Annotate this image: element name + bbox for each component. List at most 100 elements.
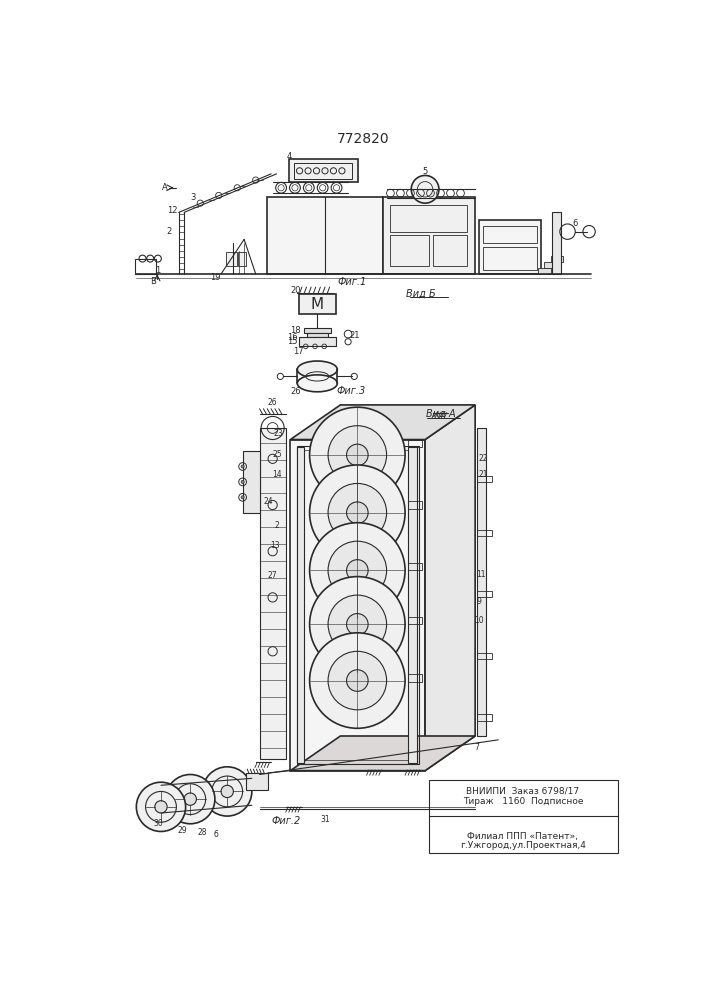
Ellipse shape xyxy=(297,361,337,378)
Text: 25: 25 xyxy=(272,450,282,459)
Text: 9: 9 xyxy=(477,597,481,606)
Bar xyxy=(382,197,475,274)
Bar xyxy=(243,451,259,513)
Text: Вид Б: Вид Б xyxy=(407,288,436,298)
Circle shape xyxy=(328,426,387,484)
Text: 29: 29 xyxy=(177,826,187,835)
Circle shape xyxy=(310,577,405,672)
Bar xyxy=(483,247,537,270)
Circle shape xyxy=(346,614,368,635)
Circle shape xyxy=(411,175,439,203)
Text: 31: 31 xyxy=(320,815,329,824)
Bar xyxy=(291,440,425,771)
Bar xyxy=(408,617,422,624)
Bar xyxy=(390,235,429,266)
Circle shape xyxy=(184,793,197,805)
Bar xyxy=(288,158,358,182)
Text: 23: 23 xyxy=(273,429,283,438)
Circle shape xyxy=(241,496,244,499)
Ellipse shape xyxy=(297,375,337,392)
Bar xyxy=(296,446,419,764)
Bar xyxy=(477,428,486,736)
Circle shape xyxy=(346,502,368,523)
Text: 26: 26 xyxy=(268,398,277,407)
Bar xyxy=(477,591,492,597)
Text: 2: 2 xyxy=(167,227,172,236)
Text: 13: 13 xyxy=(270,541,280,550)
Bar xyxy=(552,212,561,274)
Text: 16: 16 xyxy=(287,333,298,342)
Bar xyxy=(477,476,492,482)
Bar xyxy=(301,450,414,760)
Text: 772820: 772820 xyxy=(337,132,389,146)
Bar xyxy=(479,220,541,274)
Bar xyxy=(238,252,246,266)
Polygon shape xyxy=(425,405,475,771)
Text: 12: 12 xyxy=(168,206,177,215)
Circle shape xyxy=(155,801,167,813)
Text: 19: 19 xyxy=(211,273,221,282)
Text: 21: 21 xyxy=(350,331,361,340)
Circle shape xyxy=(310,465,405,560)
Text: Филиал ППП «Патент»,: Филиал ППП «Патент», xyxy=(467,832,578,841)
Text: Б: Б xyxy=(151,277,156,286)
Bar xyxy=(433,235,467,266)
Text: 3: 3 xyxy=(190,192,195,202)
Text: Фиг.3: Фиг.3 xyxy=(337,386,366,396)
Text: 11: 11 xyxy=(477,570,486,579)
Bar xyxy=(408,674,422,682)
Text: 24: 24 xyxy=(264,497,274,506)
Circle shape xyxy=(328,651,387,710)
Polygon shape xyxy=(291,736,475,771)
Text: М: М xyxy=(311,297,324,312)
Circle shape xyxy=(310,523,405,618)
Circle shape xyxy=(203,767,252,816)
Text: 4: 4 xyxy=(286,152,291,161)
Polygon shape xyxy=(291,405,475,440)
Bar xyxy=(408,440,422,447)
Bar xyxy=(226,252,238,266)
Bar xyxy=(429,780,618,853)
Circle shape xyxy=(346,560,368,581)
Circle shape xyxy=(310,633,405,728)
Circle shape xyxy=(165,774,215,824)
Circle shape xyxy=(241,465,244,468)
Text: 27: 27 xyxy=(267,571,276,580)
Bar xyxy=(483,226,537,243)
Bar xyxy=(299,294,336,314)
Circle shape xyxy=(328,541,387,600)
Text: 6: 6 xyxy=(573,219,578,228)
Bar xyxy=(299,337,336,346)
Bar xyxy=(247,773,268,790)
Bar xyxy=(538,268,551,274)
Text: Тираж   1160  Подписное: Тираж 1160 Подписное xyxy=(462,797,583,806)
Bar xyxy=(477,653,492,659)
Bar xyxy=(296,447,304,763)
Bar xyxy=(477,530,492,536)
Bar xyxy=(408,447,417,763)
Text: Вид А: Вид А xyxy=(426,409,455,419)
Text: 2: 2 xyxy=(274,521,279,530)
Text: 7: 7 xyxy=(474,743,479,752)
Circle shape xyxy=(136,782,186,831)
Text: Фиг.1: Фиг.1 xyxy=(337,277,366,287)
Text: Фиг.2: Фиг.2 xyxy=(272,816,301,826)
Text: 28: 28 xyxy=(197,828,206,837)
Text: 5: 5 xyxy=(423,167,428,176)
Bar xyxy=(408,501,422,509)
Bar xyxy=(135,259,156,274)
Text: 21: 21 xyxy=(478,470,488,479)
Text: 22: 22 xyxy=(478,454,488,463)
Circle shape xyxy=(310,407,405,503)
Text: 15: 15 xyxy=(288,337,298,346)
Circle shape xyxy=(241,480,244,483)
Text: 18: 18 xyxy=(290,326,300,335)
Text: 17: 17 xyxy=(293,347,303,356)
Text: 26: 26 xyxy=(291,387,301,396)
Bar xyxy=(551,256,563,262)
Bar xyxy=(259,428,286,759)
Circle shape xyxy=(346,670,368,691)
Text: А: А xyxy=(162,183,168,192)
Bar xyxy=(304,328,331,333)
Bar xyxy=(544,262,557,268)
